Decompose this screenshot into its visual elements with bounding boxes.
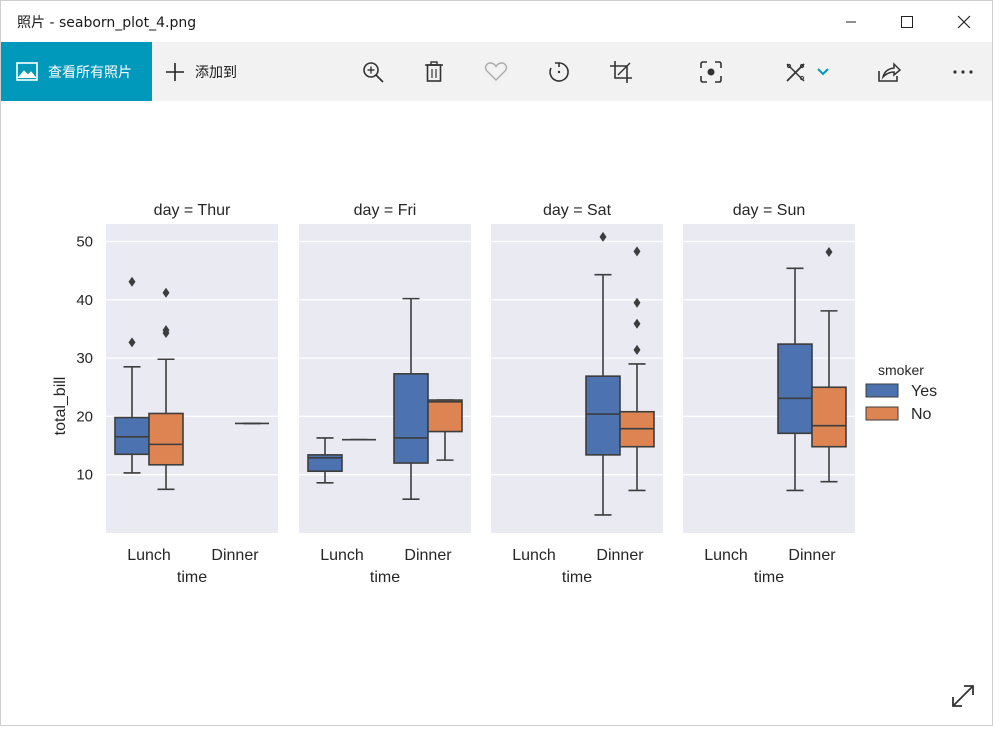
outlier-point xyxy=(633,297,641,308)
y-tick-label: 30 xyxy=(76,350,93,367)
share-icon xyxy=(878,61,901,82)
x-axis-label: time xyxy=(177,569,207,586)
legend-swatch-yes xyxy=(865,383,899,398)
photo-viewer[interactable]: total_bill day = Thur Lunch Dinner time day … xyxy=(1,101,992,725)
delete-icon xyxy=(425,60,443,82)
box-yes xyxy=(114,276,150,474)
chevron-down-icon xyxy=(817,67,829,75)
box-iqr xyxy=(148,412,184,466)
rotate-icon xyxy=(549,61,569,82)
x-axis-label: time xyxy=(754,569,784,586)
box-yes xyxy=(777,267,813,492)
zoom-button[interactable] xyxy=(353,42,393,101)
x-axis-label: time xyxy=(562,569,592,586)
photo-gallery-icon xyxy=(16,61,38,81)
x-tick-label: Dinner xyxy=(788,547,836,564)
x-tick-label: Lunch xyxy=(320,547,364,564)
box-iqr xyxy=(393,373,429,464)
y-tick-label: 50 xyxy=(76,233,93,250)
rotate-button[interactable] xyxy=(539,42,579,101)
edit-dropdown-button[interactable] xyxy=(809,42,837,101)
view-all-photos-button[interactable]: 查看所有照片 xyxy=(1,42,152,101)
add-to-button[interactable]: 添加到 xyxy=(165,42,237,101)
window-title: 照片 - seaborn_plot_4.png xyxy=(17,15,197,31)
box-no xyxy=(148,287,184,491)
legend-swatch-no xyxy=(865,406,899,421)
zoom-in-icon xyxy=(363,61,384,83)
edit-draw-icon xyxy=(786,62,805,82)
close-icon xyxy=(957,15,971,28)
heart-icon xyxy=(484,61,508,81)
maximize-icon xyxy=(901,15,913,28)
outlier-point xyxy=(128,276,136,287)
box-iqr xyxy=(585,375,621,456)
legend-title: smoker xyxy=(878,362,924,378)
y-axis-label: total_bill xyxy=(52,377,69,436)
maximize-button[interactable] xyxy=(884,1,930,42)
outlier-point xyxy=(825,246,833,257)
legend-label-no: No xyxy=(911,406,932,423)
box-yes xyxy=(585,231,621,516)
legend-label-yes: Yes xyxy=(911,383,937,400)
facet-panel xyxy=(491,224,663,533)
box-no xyxy=(427,399,463,461)
outlier-point xyxy=(633,318,641,329)
outlier-point xyxy=(162,287,170,298)
facet-panel xyxy=(299,224,471,533)
x-axis-label: time xyxy=(370,569,400,586)
share-button[interactable] xyxy=(869,42,909,101)
delete-button[interactable] xyxy=(414,42,454,101)
plus-icon xyxy=(166,62,184,81)
x-tick-label: Lunch xyxy=(127,547,171,564)
facet-panel xyxy=(106,224,278,533)
x-tick-label: Dinner xyxy=(404,547,452,564)
y-tick-label: 40 xyxy=(76,292,93,309)
focus-button[interactable] xyxy=(691,42,731,101)
edit-create-button[interactable] xyxy=(776,42,816,101)
fullscreen-button[interactable] xyxy=(947,680,979,712)
y-tick-label: 10 xyxy=(76,467,93,484)
favorite-button[interactable] xyxy=(476,42,516,101)
box-iqr xyxy=(307,454,343,472)
x-tick-label: Dinner xyxy=(211,547,259,564)
box-iqr xyxy=(811,386,847,448)
legend: smoker Yes No xyxy=(865,362,937,423)
outlier-point xyxy=(162,325,170,336)
minimize-icon xyxy=(846,21,856,22)
minimize-button[interactable] xyxy=(828,1,874,42)
expand-icon xyxy=(952,685,974,707)
box-no xyxy=(811,246,847,483)
outlier-point xyxy=(599,231,607,242)
more-button[interactable] xyxy=(943,42,983,101)
focus-icon xyxy=(700,60,722,83)
y-tick-label: 20 xyxy=(76,408,93,425)
facet-title: day = Sun xyxy=(733,202,806,219)
x-tick-label: Lunch xyxy=(704,547,748,564)
view-all-photos-label: 查看所有照片 xyxy=(48,64,132,81)
box-iqr xyxy=(427,399,463,433)
outlier-point xyxy=(128,337,136,348)
x-tick-label: Dinner xyxy=(596,547,644,564)
more-icon xyxy=(953,69,973,74)
facet-title: day = Thur xyxy=(154,202,231,219)
crop-icon xyxy=(610,60,632,83)
facet-title: day = Fri xyxy=(354,202,417,219)
box-iqr xyxy=(114,416,150,456)
outlier-point xyxy=(633,246,641,257)
box-iqr xyxy=(777,343,813,435)
box-yes xyxy=(307,437,343,484)
facet-title: day = Sat xyxy=(543,202,612,219)
toolbar: 查看所有照片 添加到 xyxy=(1,42,992,101)
box-no xyxy=(619,246,655,492)
outlier-point xyxy=(633,344,641,355)
close-button[interactable] xyxy=(941,1,987,42)
crop-button[interactable] xyxy=(601,42,641,101)
title-bar[interactable]: 照片 - seaborn_plot_4.png xyxy=(1,1,992,42)
add-to-label: 添加到 xyxy=(195,64,237,81)
x-tick-label: Lunch xyxy=(512,547,556,564)
